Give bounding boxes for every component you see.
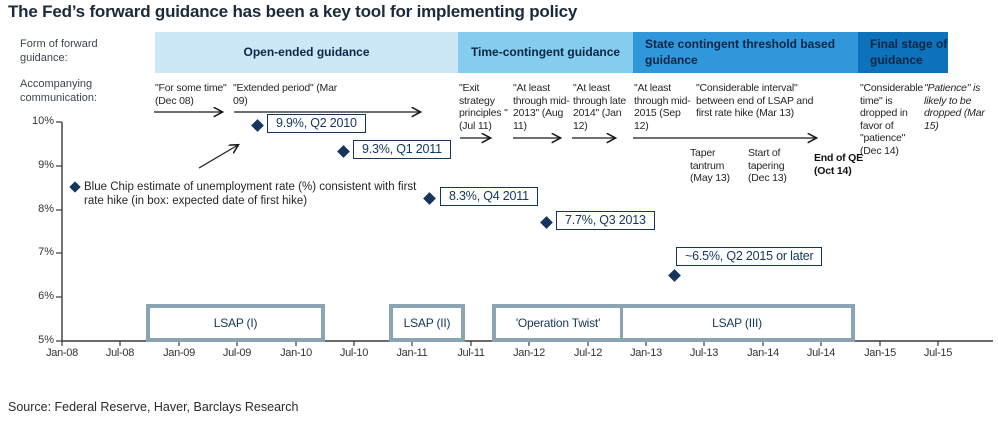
event-taper-tantrum: Taper tantrum (May 13): [690, 147, 730, 185]
event-end-of-qe: End of QE (Oct 14): [814, 152, 863, 177]
phase-band-state-contingent: State contingent threshold based guidanc…: [633, 32, 858, 73]
program-box-lsap-1: LSAP (I): [146, 304, 325, 342]
program-label: LSAP (II): [403, 316, 451, 330]
program-box-lsap-2: LSAP (II): [389, 304, 465, 342]
data-point-diamond-icon: [337, 145, 350, 158]
y-tick-label: 9%: [38, 159, 54, 171]
x-tick-label: Jul-14: [806, 347, 836, 359]
phase-band-label: State contingent threshold based guidanc…: [645, 37, 836, 68]
x-tick-label: Jul-10: [339, 347, 369, 359]
program-box-operation-twist: 'Operation Twist': [496, 308, 620, 338]
event-start-of-tapering: Start of tapering (Dec 13): [748, 147, 787, 185]
x-tick-label: Jul-15: [923, 347, 953, 359]
program-box-lsap-3: LSAP (III): [620, 308, 851, 338]
data-point-label: ~6.5%, Q2 2015 or later: [676, 247, 823, 266]
annotation-mid-2015: "At least through mid-2015 (Sep 12): [634, 82, 691, 132]
annotation-extended-period: "Extended period" (Mar 09): [233, 82, 338, 107]
x-tick-label: Jan-08: [46, 347, 78, 359]
annotation-for-some-time: "For some time" (Dec 08): [155, 82, 227, 107]
program-label: LSAP (III): [712, 316, 762, 330]
data-point-label: 7.7%, Q3 2013: [556, 211, 655, 230]
x-tick-label: Jul-12: [573, 347, 603, 359]
program-box-pair: 'Operation Twist' LSAP (III): [492, 304, 855, 342]
y-tick-label: 7%: [38, 246, 54, 258]
data-point-diamond-icon: [423, 192, 436, 205]
x-tick-label: Jul-09: [222, 347, 252, 359]
phase-band-open-ended: Open-ended guidance: [155, 32, 458, 73]
x-tick-label: Jan-13: [630, 347, 662, 359]
x-tick-label: Jul-11: [457, 347, 485, 359]
legend-diamond-icon: [69, 181, 81, 193]
y-axis-ticks: [56, 121, 62, 342]
legend-text: Blue Chip estimate of unemployment rate …: [84, 181, 417, 208]
program-label: 'Operation Twist': [515, 316, 601, 330]
y-tick-label: 5%: [38, 334, 54, 346]
y-tick-label: 6%: [38, 290, 54, 302]
annotation-mid-2013: "At least through mid-2013" (Aug 11): [513, 82, 570, 132]
data-point-label: 9.3%, Q1 2011: [353, 140, 451, 159]
x-tick-label: Jan-10: [280, 347, 312, 359]
arrow-pointer-to-first-point: [198, 145, 238, 169]
phase-band-final-stage: Final stage of guidance: [858, 32, 948, 73]
annotation-late-2014: "At least through late 2014" (Jan 12): [573, 82, 627, 132]
annotation-exit-strategy: "Exit strategy principles " (Jul 11): [459, 82, 508, 132]
y-tick-label: 10%: [31, 115, 54, 127]
chart-title: The Fed’s forward guidance has been a ke…: [8, 2, 578, 21]
y-tick-label: 8%: [38, 203, 54, 215]
annotation-considerable-time: "Considerable time" is dropped in favor …: [860, 82, 923, 157]
data-point-diamond-icon: [251, 119, 264, 132]
phase-band-label: Final stage of guidance: [870, 37, 948, 68]
phase-band-label: Open-ended guidance: [243, 45, 370, 60]
x-tick-label: Jan-11: [396, 347, 428, 359]
x-tick-label: Jan-09: [163, 347, 195, 359]
data-point-label: 8.3%, Q4 2011: [440, 187, 538, 206]
annotation-patience-dropped: "Patience" is likely to be dropped (Mar …: [924, 82, 985, 132]
program-label: LSAP (I): [213, 316, 258, 330]
data-point-label: 9.9%, Q2 2010: [267, 114, 366, 133]
annotation-considerable-interval: "Considerable interval" between end of L…: [696, 82, 814, 120]
data-point-diamond-icon: [668, 269, 681, 282]
data-point-diamond-icon: [540, 216, 553, 229]
x-tick-label: Jan-15: [864, 347, 896, 359]
source-note: Source: Federal Reserve, Haver, Barclays…: [8, 400, 299, 414]
phase-band-time-contingent: Time-contingent guidance: [458, 32, 633, 73]
phase-band-label: Time-contingent guidance: [470, 45, 621, 60]
accompanying-communication-label: Accompanying communication:: [20, 78, 98, 104]
x-tick-label: Jan-12: [513, 347, 545, 359]
x-tick-label: Jan-14: [747, 347, 779, 359]
form-of-guidance-label: Form of forward guidance:: [20, 38, 98, 64]
x-tick-label: Jul-13: [689, 347, 719, 359]
x-tick-label: Jul-08: [105, 347, 135, 359]
